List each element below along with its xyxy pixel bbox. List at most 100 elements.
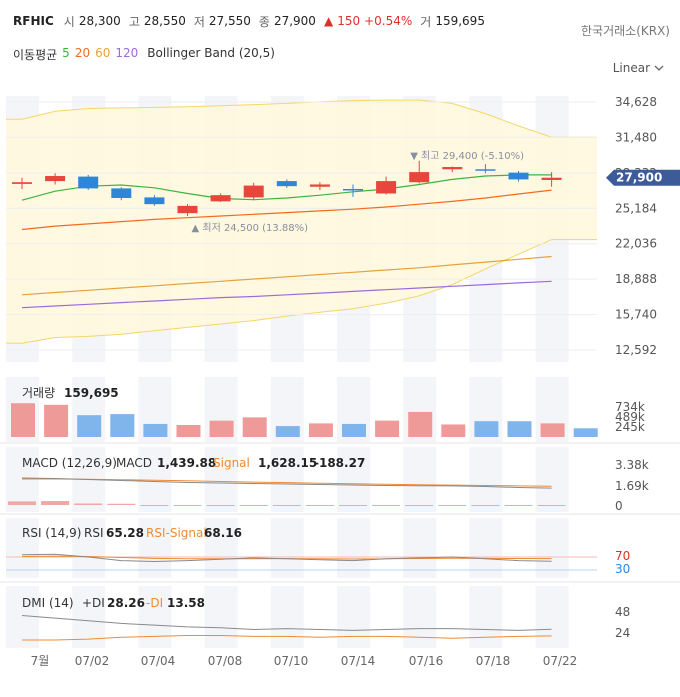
low-value: 27,550	[208, 14, 251, 28]
grid-column	[403, 447, 437, 512]
volume-bar	[209, 420, 234, 437]
change-value: 150	[337, 14, 361, 28]
candle-body	[409, 172, 430, 183]
volume-bar	[275, 426, 300, 437]
candle	[78, 174, 99, 191]
macd-signal-line	[22, 478, 552, 487]
volume-bar	[342, 423, 366, 437]
macd-histogram-bar	[372, 505, 401, 506]
x-tick-label: 07/04	[141, 654, 176, 668]
rsi-label: RSI	[84, 526, 104, 540]
dmi-plus-value: 28.26	[107, 596, 145, 610]
macd-histogram-bar	[405, 505, 434, 506]
high-label: 고	[128, 14, 140, 29]
candle	[508, 170, 529, 182]
macd-histogram-bar	[107, 503, 136, 505]
x-tick-label: 07/18	[476, 654, 511, 668]
candle-body	[508, 172, 529, 180]
dmi-minus-line	[22, 635, 552, 641]
volume-bar	[474, 421, 499, 437]
ma5-label[interactable]: 5	[62, 46, 70, 60]
macd-histogram-bar	[305, 505, 334, 506]
macd-value: 1,439.88	[157, 456, 216, 470]
macd-signal-label: Signal	[213, 456, 250, 470]
bollinger-lower-line	[5, 239, 598, 344]
candle-body	[111, 188, 132, 198]
chevron-down-icon	[654, 65, 664, 71]
macd-histogram-bar	[206, 505, 235, 506]
grid-column	[270, 586, 304, 648]
x-tick-label: 07/22	[543, 654, 578, 668]
symbol: RFHIC	[13, 14, 54, 28]
volume-bar	[507, 421, 532, 437]
ma20-label[interactable]: 20	[74, 46, 91, 60]
macd-tick-label: 0	[615, 499, 623, 513]
grid-column	[138, 447, 172, 512]
price-tick-label: 31,480	[615, 130, 657, 144]
macd-hist-value: -188.27	[314, 456, 365, 470]
grid-column	[72, 518, 106, 578]
candle-body	[343, 188, 363, 191]
scale-toggle[interactable]: Linear	[613, 61, 664, 75]
x-tick-label: 07/08	[208, 654, 243, 668]
macd-histogram-bar	[272, 505, 301, 506]
grid-column	[138, 586, 172, 648]
candle	[541, 172, 562, 187]
candle-body	[144, 197, 165, 205]
macd-tick-label: 3.38k	[615, 458, 649, 472]
last-price-label: 27,900	[616, 171, 662, 185]
bollinger-label[interactable]: Bollinger Band (20,5)	[147, 46, 275, 60]
candle	[111, 187, 132, 201]
macd-line	[21, 477, 552, 489]
macd-histogram-bar	[471, 505, 500, 506]
candle	[243, 182, 264, 201]
ma120-label[interactable]: 120	[115, 46, 139, 60]
volume-value: 159,695	[64, 386, 119, 400]
volume-bar	[242, 417, 267, 437]
ma60-label[interactable]: 60	[95, 46, 111, 60]
grid-column	[138, 518, 172, 578]
ma-label: 이동평균	[13, 48, 58, 62]
volume-tick-label: 734k	[615, 400, 645, 414]
dmi-plus-line	[21, 615, 552, 631]
scale-toggle-label: Linear	[612, 61, 650, 75]
price-tick-label: 34,628	[615, 95, 657, 109]
bollinger-upper-line	[5, 99, 598, 138]
candle	[442, 166, 463, 173]
dmi-plus-label: +DI	[82, 596, 105, 610]
dmi-title: DMI (14)	[22, 596, 74, 610]
indicator-legend: 이동평균 5 20 60 120 Bollinger Band (20,5)	[13, 46, 275, 63]
ma20-line	[21, 189, 552, 231]
grid-column	[6, 518, 39, 578]
bollinger-band-area	[6, 100, 597, 344]
macd-histogram-bar	[504, 505, 533, 506]
candle-body	[475, 169, 496, 171]
volume-value: 159,695	[435, 14, 485, 28]
candle-body	[541, 177, 562, 180]
grid-column	[535, 447, 569, 512]
last-price-tag	[606, 169, 680, 186]
close-value: 27,900	[273, 14, 316, 28]
open-value: 28,300	[78, 14, 121, 28]
macd-histogram-bar	[438, 505, 467, 506]
rsi-title: RSI (14,9)	[22, 526, 81, 540]
dmi-tick-label: 24	[615, 626, 630, 640]
x-tick-label: 07/10	[274, 654, 309, 668]
rsi-tick-70: 70	[615, 549, 630, 563]
change-arrow: ▲	[323, 14, 334, 28]
price-tick-label: 25,184	[615, 201, 657, 215]
candle	[12, 177, 32, 189]
grid-column	[204, 518, 238, 578]
volume-tick-label: 489k	[615, 410, 645, 424]
macd-histogram-bar	[140, 505, 169, 506]
volume-label: 거	[420, 14, 432, 29]
grid-column	[204, 447, 238, 512]
macd-histogram-bar	[173, 505, 202, 506]
candle-body	[276, 181, 297, 187]
macd-label: MACD	[116, 456, 152, 470]
macd-title: MACD (12,26,9)	[22, 456, 117, 470]
volume-bar	[143, 423, 168, 437]
macd-histogram-bar	[74, 503, 103, 505]
ma120-line	[21, 280, 552, 309]
